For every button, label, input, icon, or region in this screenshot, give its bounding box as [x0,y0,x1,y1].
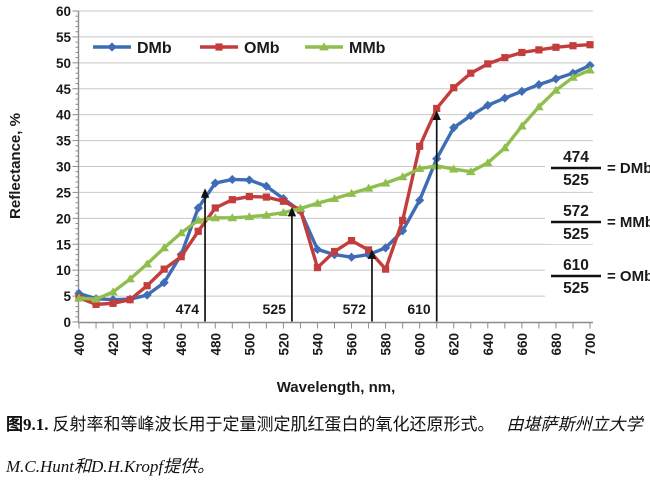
arrow-label: 610 [407,301,431,317]
arrow-label: 525 [263,301,287,317]
legend-item-DMb: DMb [93,40,172,57]
y-tick-label: 15 [56,237,72,252]
legend: DMb OMb MMb [93,40,386,57]
x-tick-label: 640 [481,333,496,356]
y-tick-label: 30 [56,160,71,175]
caption-text: 反射率和等峰波长用于定量测定肌红蛋白的氧化还原形式。 [52,415,495,434]
arrow-label: 474 [176,301,200,317]
chart-plot: 0 5 10 15 20 25 30 35 40 45 50 55 60 400 420 440 460 480 5… [56,4,650,356]
y-tick-label: 55 [56,30,72,45]
x-tick-label: 540 [310,333,325,356]
ratio-denominator: 525 [563,172,589,189]
y-tick-label: 25 [56,185,72,200]
x-tick-label: 400 [72,333,87,356]
arrow-label: 572 [343,301,367,317]
series-OMb [75,41,594,308]
figure-label: 图9.1. [6,415,49,434]
y-tick-label: 20 [56,211,71,226]
x-tick-label: 580 [379,333,394,356]
figure-caption: 图9.1. 反射率和等峰波长用于定量测定肌红蛋白的氧化还原形式。 由堪萨斯州立大学M… [6,404,646,488]
x-tick-label: 620 [447,333,462,356]
reflectance-chart: 0 5 10 15 20 25 30 35 40 45 50 55 60 400 420 440 460 480 5… [7,4,650,396]
y-tick-label: 10 [56,263,71,278]
x-tick-label: 680 [549,333,564,356]
y-tick-label: 50 [56,56,71,71]
x-tick-label: 600 [413,333,428,356]
legend-item-OMb: OMb [200,40,280,57]
ratio-denominator: 525 [563,226,589,243]
legend-label: DMb [137,40,172,57]
ratio-numerator: 474 [563,149,589,166]
series-MMb [74,65,595,303]
series-DMb [74,60,595,305]
x-tick-label: 660 [515,333,530,356]
y-axis-title: Reflectance, % [7,113,24,219]
x-tick-label: 500 [242,333,257,356]
ratio-equals-label: = OMb [607,268,650,285]
caption-credit: 由堪萨斯州立大学M.C.Hunt和D.H.Kropf提供。 [6,415,643,476]
tick-labels: 0 5 10 15 20 25 30 35 40 45 50 55 60 400 420 440 460 480 5… [56,4,598,356]
ratio-numerator: 610 [563,257,589,274]
ratio-numerator: 572 [563,203,589,220]
x-tick-label: 700 [583,333,598,356]
wavelength-arrows: 474 525 572 610 [157,110,441,322]
y-tick-label: 45 [56,82,72,97]
x-tick-label: 560 [345,333,360,356]
ratio-equals-label: = DMb [607,160,650,177]
ratio-denominator: 525 [563,280,589,297]
isobestic-ratios: 474 525 = DMb 572 525 = MMb 610 525 = OMb [545,146,650,298]
x-axis-title: Wavelength, nm, [277,379,396,396]
legend-label: OMb [244,40,280,57]
x-tick-label: 480 [208,333,223,356]
axes [72,10,593,329]
y-tick-label: 40 [56,108,71,123]
legend-item-MMb: MMb [305,40,386,57]
x-tick-label: 460 [174,333,189,356]
y-tick-label: 60 [56,4,71,19]
x-tick-label: 440 [140,333,155,356]
ratio-equals-label: = MMb [607,214,650,231]
x-tick-label: 520 [276,333,291,356]
y-tick-label: 5 [63,289,71,304]
legend-label: MMb [349,40,386,57]
y-tick-label: 0 [63,315,71,330]
x-tick-label: 420 [106,333,121,356]
y-tick-label: 35 [56,134,72,149]
